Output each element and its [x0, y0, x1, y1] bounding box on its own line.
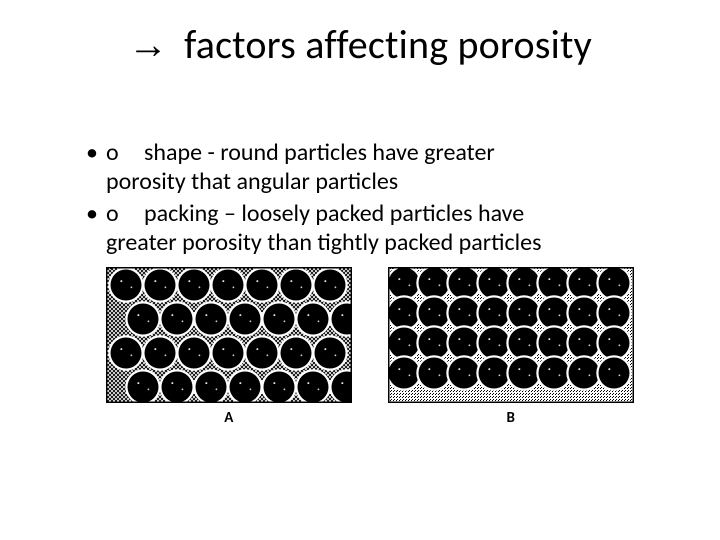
bullet-text: loosely packed particles have: [241, 199, 524, 228]
packing-diagram-a: [106, 267, 352, 403]
sub-bullet-marker: o: [106, 199, 144, 228]
list-item: • opacking – loosely packed particles ha…: [86, 199, 646, 258]
figure-b-label: B: [507, 409, 516, 427]
bullet-sep: –: [224, 199, 236, 228]
figure-a-label: A: [224, 409, 234, 427]
list-item: • oshape - round particles have greater …: [86, 138, 646, 197]
slide-title: factors affecting porosity: [184, 24, 592, 66]
bullet-text: round particles have greater: [220, 138, 494, 167]
bullet-body: oshape - round particles have greater po…: [106, 138, 646, 197]
bullet-text-cont: greater porosity than tightly packed par…: [106, 228, 541, 257]
bullet-body: opacking – loosely packed particles have…: [106, 199, 646, 258]
arrow-icon: →: [128, 25, 168, 65]
bullet-sep: -: [207, 138, 214, 167]
slide-title-row: → factors affecting porosity: [40, 24, 680, 66]
bullet-text-cont: porosity that angular particles: [106, 167, 398, 196]
bullet-dot-icon: •: [86, 138, 106, 197]
figure-b: B: [388, 267, 634, 427]
bullet-list: • oshape - round particles have greater …: [86, 138, 646, 257]
packing-diagram-b: [388, 267, 634, 403]
figure-row: A B: [106, 267, 680, 427]
sub-bullet-marker: o: [106, 138, 144, 167]
bullet-label: shape: [144, 138, 202, 167]
slide: → factors affecting porosity • oshape - …: [0, 0, 720, 540]
bullet-label: packing: [144, 199, 219, 228]
bullet-dot-icon: •: [86, 199, 106, 258]
figure-a: A: [106, 267, 352, 427]
